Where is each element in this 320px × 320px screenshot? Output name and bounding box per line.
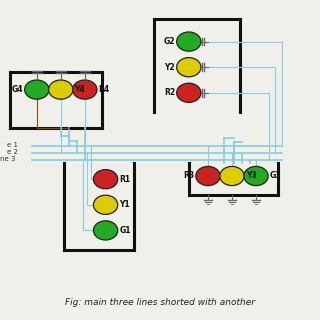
Ellipse shape (244, 166, 268, 186)
Text: Y3: Y3 (246, 172, 256, 180)
Text: G4: G4 (12, 85, 23, 94)
Ellipse shape (49, 80, 73, 99)
Text: Y2: Y2 (164, 63, 175, 72)
Ellipse shape (93, 221, 118, 240)
Text: G3: G3 (270, 172, 281, 180)
Ellipse shape (177, 58, 201, 77)
Text: R1: R1 (119, 175, 131, 184)
Ellipse shape (25, 80, 49, 99)
Text: G2: G2 (164, 37, 175, 46)
Ellipse shape (177, 32, 201, 51)
Text: e 1: e 1 (7, 142, 18, 148)
Text: Y4: Y4 (75, 85, 85, 94)
Ellipse shape (220, 166, 244, 186)
Ellipse shape (73, 80, 97, 99)
Ellipse shape (93, 195, 118, 214)
Text: R3: R3 (183, 172, 194, 180)
Ellipse shape (93, 170, 118, 189)
Text: e 2: e 2 (7, 149, 18, 155)
Text: R4: R4 (99, 85, 110, 94)
Ellipse shape (177, 83, 201, 102)
Text: ne 3: ne 3 (1, 156, 16, 162)
Text: Y1: Y1 (119, 200, 130, 209)
Text: G1: G1 (119, 226, 131, 235)
Ellipse shape (196, 166, 220, 186)
Text: Fig: main three lines shorted with another: Fig: main three lines shorted with anoth… (65, 298, 255, 307)
Text: R2: R2 (164, 88, 175, 97)
